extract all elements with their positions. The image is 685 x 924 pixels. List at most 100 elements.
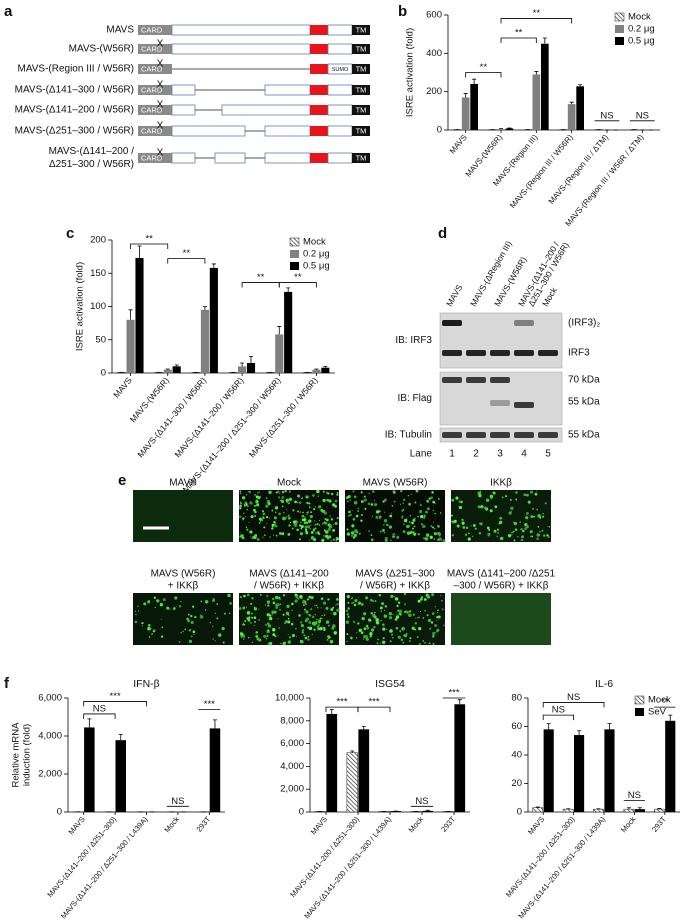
cell: [392, 637, 394, 639]
cell: [534, 492, 538, 496]
cell: [383, 519, 388, 523]
cell: [134, 620, 138, 624]
cell: [413, 532, 417, 536]
cell: [259, 496, 262, 498]
card-label: CARD: [141, 153, 163, 162]
cell: [318, 624, 320, 626]
cell: [365, 596, 368, 600]
cell: [367, 502, 371, 506]
cell: [192, 630, 196, 634]
cell: [309, 596, 311, 598]
cell: [290, 622, 294, 626]
cell: [295, 627, 297, 630]
cell: [288, 490, 291, 493]
cell: [388, 616, 393, 620]
cell: [396, 604, 399, 608]
cell: [243, 504, 247, 507]
cell: [299, 532, 304, 536]
cell: [249, 501, 253, 505]
cell: [521, 529, 525, 533]
cell: [313, 623, 315, 625]
cell: [299, 538, 302, 541]
cell: [262, 516, 265, 519]
cell: [246, 508, 249, 511]
cell: [377, 638, 379, 641]
cell: [321, 618, 323, 620]
cell: [137, 610, 140, 612]
cell: [451, 534, 455, 537]
cell: [184, 628, 187, 631]
cell: [419, 643, 421, 645]
cell: [269, 641, 273, 646]
cell: [490, 497, 493, 500]
cell: [348, 510, 351, 514]
cell: [316, 522, 319, 526]
cell: [363, 495, 366, 498]
cell: [281, 500, 285, 504]
error-bar: [668, 714, 673, 721]
cell: [241, 536, 245, 540]
cell: [368, 492, 371, 495]
bar: [238, 366, 247, 373]
x-tick-label: MAVS: [67, 815, 87, 837]
cell: [271, 614, 273, 616]
error-bar: [463, 93, 468, 98]
cell: [423, 598, 427, 601]
cell: [278, 532, 282, 535]
sumo-label: SUMO: [332, 67, 349, 73]
cell: [470, 525, 472, 527]
cell: [309, 514, 313, 519]
cell: [357, 601, 362, 605]
cell: [382, 529, 385, 532]
cell: [299, 502, 301, 504]
cell: [256, 538, 260, 541]
cell: [513, 539, 516, 542]
mutation-mark: X: [157, 100, 164, 111]
cell: [360, 631, 364, 634]
cell: [238, 515, 242, 518]
bar: [358, 729, 370, 812]
cell: [392, 613, 394, 616]
cell: [405, 632, 408, 635]
significance-label: **: [515, 28, 523, 39]
y-tick-label: 0: [437, 125, 442, 136]
cell: [315, 531, 318, 535]
cell: [326, 607, 328, 610]
legend-label: 0.2 μg: [303, 249, 330, 260]
cell: [251, 641, 254, 644]
domain: [264, 84, 311, 96]
cell: [375, 620, 380, 625]
cell: [291, 633, 296, 638]
cell: [200, 600, 203, 603]
cell: [402, 498, 406, 502]
cell: [521, 535, 524, 539]
cell: [188, 639, 192, 643]
cell: [305, 603, 307, 606]
cell: [301, 497, 303, 499]
y-tick-label: 4,000: [280, 761, 304, 772]
cell: [248, 619, 251, 622]
card-label: CARD: [141, 85, 163, 94]
cell: [308, 539, 310, 541]
cell: [271, 610, 275, 614]
cell: [464, 533, 468, 536]
cell: [305, 610, 309, 614]
cell: [372, 490, 375, 493]
cell: [350, 534, 353, 537]
cell: [436, 620, 438, 622]
cell: [147, 600, 151, 604]
x-tick-label: MAVS: [448, 133, 469, 156]
cell: [314, 520, 316, 522]
cell: [216, 603, 219, 605]
x-tick-label: Mock: [407, 815, 426, 835]
error-bar: [137, 245, 142, 258]
domain: [327, 125, 353, 137]
cell: [313, 628, 316, 631]
error-bar: [535, 806, 540, 808]
cell: [245, 516, 247, 518]
cell: [472, 524, 476, 527]
x-tick-label: 293T: [439, 814, 457, 833]
cell: [273, 610, 277, 614]
bar: [321, 367, 330, 373]
y-tick-label: 2,000: [280, 784, 304, 795]
